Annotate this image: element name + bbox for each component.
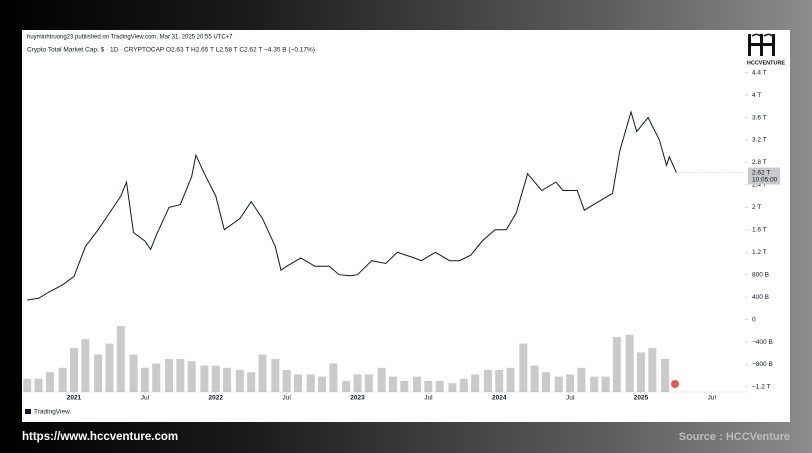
brand-text: HCCVENTURE — [747, 60, 786, 66]
y-tick-label: 1.2 T — [752, 249, 767, 256]
volume-bar — [282, 370, 291, 392]
volume-bar — [152, 363, 161, 392]
x-tick-label: 2023 — [350, 395, 365, 402]
volume-bar — [424, 381, 433, 392]
volume-bar — [459, 378, 468, 392]
y-tick-label: 3.2 T — [752, 137, 767, 144]
volume-bar — [70, 348, 79, 392]
volume-bar — [353, 374, 362, 392]
x-tick-label: 2021 — [67, 395, 82, 402]
y-tick-label: 2.8 T — [752, 159, 767, 166]
chart-panel — [22, 30, 790, 422]
volume-bar — [247, 372, 256, 392]
volume-bar — [661, 359, 670, 392]
y-tick-label: 2.4 T — [752, 182, 767, 189]
event-flag — [670, 379, 680, 389]
volume-bar — [318, 376, 327, 392]
volume-bar — [211, 365, 220, 392]
volume-bar — [506, 367, 515, 392]
volume-bar — [554, 376, 563, 392]
volume-bar — [81, 339, 90, 392]
x-tick-label: 2022 — [209, 395, 224, 402]
volume-bar — [235, 370, 244, 392]
volume-bar — [590, 376, 599, 392]
volume-bar — [164, 359, 173, 392]
x-tick-label: Jul — [141, 395, 150, 402]
source: Source : HCCVenture — [679, 431, 790, 443]
x-tick-label: Jul — [424, 395, 433, 402]
website: https://www.hccventure.com — [22, 431, 178, 443]
volume-bar — [223, 367, 232, 392]
volume-bar — [448, 383, 457, 392]
volume-bar — [271, 359, 280, 392]
volume-bar — [566, 374, 575, 392]
platform-name: TradingView — [34, 409, 70, 416]
countdown: 10:05:00 — [752, 176, 778, 183]
volume-bar — [435, 381, 444, 392]
y-tick-label: 800 B — [752, 271, 769, 278]
x-tick-label: 2024 — [492, 395, 507, 402]
volume-bar — [542, 372, 551, 392]
x-tick-label: Jul — [708, 395, 717, 402]
volume-bar — [105, 343, 114, 392]
symbol-line: Crypto Total Market Cap, $ · 1D · CRYPTO… — [27, 47, 315, 54]
y-tick-label: −800 B — [752, 361, 773, 368]
volume-bar — [530, 365, 539, 392]
volume-bar — [495, 370, 504, 392]
y-tick-label: 0 — [752, 316, 756, 323]
volume-bar — [94, 354, 103, 392]
volume-bar — [58, 367, 67, 392]
y-tick-label: −400 B — [752, 339, 773, 346]
y-tick-label: 2 T — [752, 204, 761, 211]
volume-bar — [377, 367, 386, 392]
volume-bar — [329, 363, 338, 392]
volume-bar — [200, 365, 209, 392]
x-tick-label: Jul — [566, 395, 575, 402]
volume-bar — [612, 337, 621, 392]
x-tick-label: Jul — [282, 395, 291, 402]
volume-bar — [306, 374, 315, 392]
volume-bar — [176, 359, 185, 392]
y-tick-label: 4.4 T — [752, 69, 767, 76]
volume-bar — [636, 352, 645, 392]
price-line — [27, 110, 677, 301]
y-tick-label: −1.2 T — [752, 384, 771, 391]
publisher-line: huyminhtruong23 published on TradingView… — [27, 35, 233, 41]
volume-bar — [34, 378, 43, 392]
volume-bar — [293, 374, 302, 392]
volume-bar — [342, 381, 351, 392]
volume-bar — [45, 372, 54, 392]
volume-bar — [258, 354, 267, 392]
y-tick-label: 4 T — [752, 92, 761, 99]
brand-logo — [748, 33, 775, 56]
volume-bar — [471, 374, 480, 392]
y-tick-label: 400 B — [752, 294, 769, 301]
last-price-box — [748, 167, 780, 185]
y-tick-label: 1.6 T — [752, 227, 767, 234]
volume-bar — [364, 374, 373, 392]
volume-bar — [601, 376, 610, 392]
x-tick-label: 2025 — [634, 395, 649, 402]
tradingview-logo — [25, 409, 31, 414]
volume-bar — [648, 348, 657, 392]
volume-bar — [187, 361, 196, 392]
last-price-label: 2.62 T — [752, 169, 770, 176]
volume-bar — [116, 326, 125, 392]
volume-bar — [23, 378, 32, 392]
volume-bar — [577, 367, 586, 392]
volume-bar — [129, 354, 138, 392]
volume-bar — [519, 343, 528, 392]
volume-bar — [625, 334, 634, 392]
y-tick-label: 3.6 T — [752, 114, 767, 121]
volume-bar — [483, 370, 492, 392]
volume-bar — [413, 376, 422, 392]
volume-bar — [140, 367, 149, 392]
volume-bar — [388, 376, 397, 392]
volume-bar — [400, 381, 409, 392]
